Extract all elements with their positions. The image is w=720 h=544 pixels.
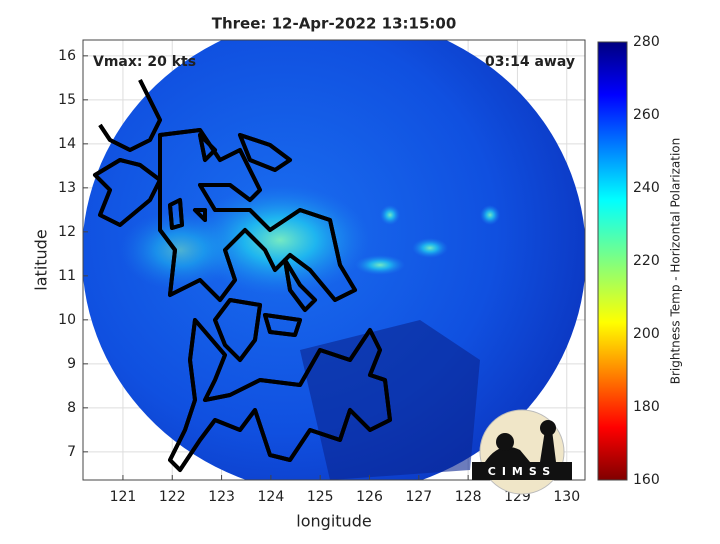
- y-tick-label: 12: [58, 224, 76, 240]
- x-tick-label: 127: [405, 489, 432, 505]
- y-tick-label: 7: [67, 444, 76, 460]
- eta-label: 03:14 away: [485, 54, 575, 70]
- colorbar-tick-label: 200: [633, 326, 660, 342]
- y-tick-label: 16: [58, 48, 76, 64]
- x-tick-label: 125: [307, 489, 334, 505]
- x-tick-label: 126: [356, 489, 383, 505]
- y-tick-label: 14: [58, 136, 76, 152]
- y-tick-label: 13: [58, 180, 76, 196]
- colorbar: [597, 41, 628, 481]
- colorbar-tick-label: 180: [633, 399, 660, 415]
- x-tick-label: 130: [553, 489, 580, 505]
- warm-region: [190, 185, 370, 295]
- x-axis-label: longitude: [296, 512, 371, 531]
- axes-frame: [82, 39, 586, 481]
- cold-region: [300, 320, 480, 480]
- logo: CIMSS: [472, 409, 572, 495]
- coastlines: [93, 78, 392, 472]
- warm-region: [412, 238, 448, 258]
- colorbar-tick-label: 160: [633, 472, 660, 488]
- x-tick-label: 121: [110, 489, 137, 505]
- y-tick-label: 15: [58, 92, 76, 108]
- vmax-label: Vmax: 20 kts: [93, 54, 196, 70]
- y-tick-label: 8: [67, 400, 76, 416]
- warm-region: [380, 205, 400, 225]
- warm-region: [355, 255, 405, 275]
- y-axis-label: latitude: [32, 229, 51, 290]
- colorbar-tick-label: 220: [633, 253, 660, 269]
- colorbar-tick-label: 240: [633, 180, 660, 196]
- warm-region: [480, 205, 500, 225]
- imagery: [83, 40, 585, 480]
- colorbar-tick-label: 260: [633, 107, 660, 123]
- y-tick-label: 11: [58, 268, 76, 284]
- y-tick-label: 9: [67, 356, 76, 372]
- warm-region: [120, 210, 240, 290]
- y-tick-label: 10: [58, 312, 76, 328]
- x-tick-label: 122: [159, 489, 186, 505]
- ticks: 121 122 123 124 125 126 127 128 129 1307891011121…: [58, 34, 660, 505]
- logo-text: CIMSS: [488, 465, 556, 478]
- colorbar-label: Brightness Temp - Horizontal Polarizatio…: [669, 138, 683, 385]
- x-tick-label: 124: [258, 489, 285, 505]
- x-tick-label: 123: [208, 489, 235, 505]
- x-tick-label: 128: [455, 489, 482, 505]
- title: Three: 12-Apr-2022 13:15:00: [212, 15, 457, 33]
- colorbar-tick-label: 280: [633, 34, 660, 50]
